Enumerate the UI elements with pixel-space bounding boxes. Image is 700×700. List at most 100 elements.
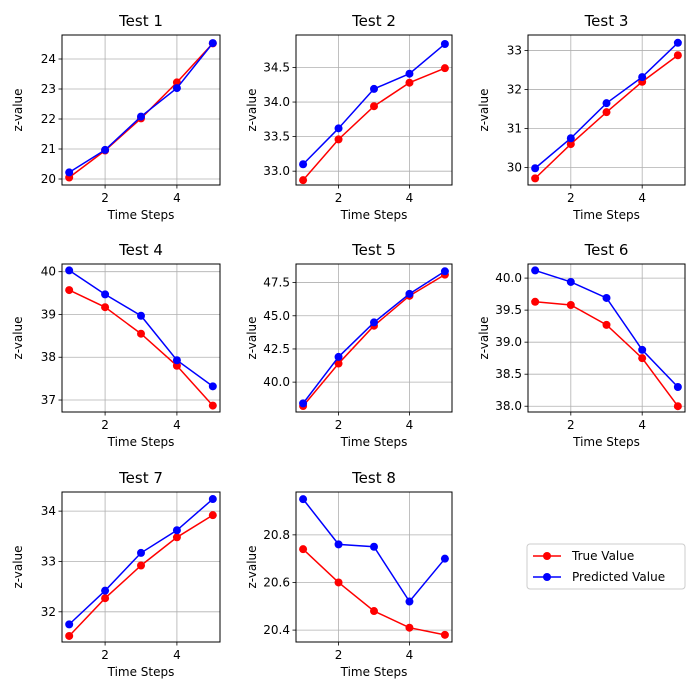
axes-frame xyxy=(295,263,453,413)
true-value-point xyxy=(602,320,611,329)
predicted-value-point xyxy=(101,586,110,595)
true-value-point xyxy=(101,594,110,603)
predicted-value-point xyxy=(299,160,308,169)
subplot-title: Test 2 xyxy=(351,12,396,30)
subplot-4: 2 4 37 38 39 40 Test 4 Time Steps z-value xyxy=(11,241,221,449)
x-tick-label: 4 xyxy=(406,648,414,662)
predicted-value-point xyxy=(638,345,647,354)
predicted-value-point xyxy=(299,399,308,408)
subplot-title: Test 4 xyxy=(118,241,163,259)
predicted-value-point xyxy=(65,266,74,275)
x-tick-label: 2 xyxy=(567,191,575,205)
axes-frame xyxy=(61,491,221,643)
y-tick-label: 39.0 xyxy=(495,335,522,349)
y-tick-label: 31 xyxy=(507,122,522,136)
predicted-value-line xyxy=(68,269,214,387)
true-value-line xyxy=(68,514,214,637)
x-axis-label: Time Steps xyxy=(340,208,408,222)
x-tick-label: 4 xyxy=(173,648,181,662)
subplot-8: 2 4 20.4 20.6 20.8 Test 8 Time Steps z-value xyxy=(245,469,453,679)
predicted-value-point xyxy=(370,318,378,327)
x-tick-label: 4 xyxy=(173,418,181,432)
x-tick-label: 2 xyxy=(335,418,343,432)
y-tick-label: 21 xyxy=(41,142,56,156)
y-axis-label: z-value xyxy=(245,88,259,131)
true-value-point xyxy=(334,578,343,587)
predicted-value-point xyxy=(370,84,378,93)
subplot-title: Test 1 xyxy=(118,12,163,30)
predicted-value-point xyxy=(208,495,217,504)
predicted-value-point xyxy=(208,39,217,48)
predicted-value-point xyxy=(137,311,145,320)
y-tick-label: 40.0 xyxy=(495,271,522,285)
subplot-title: Test 7 xyxy=(118,469,163,487)
predicted-value-point xyxy=(440,267,449,276)
x-tick-label: 2 xyxy=(567,418,575,432)
true-value-point xyxy=(172,533,181,542)
predicted-value-point xyxy=(531,266,540,275)
predicted-value-point xyxy=(673,38,682,47)
true-value-point xyxy=(208,401,217,410)
true-value-line xyxy=(302,548,446,636)
y-tick-label: 39.5 xyxy=(495,303,522,317)
y-tick-label: 20.4 xyxy=(263,623,290,637)
true-value-point xyxy=(370,607,378,616)
subplot-3: 2 4 30 31 32 33 Test 3 Time Steps z-value xyxy=(477,12,686,222)
y-tick-label: 34.0 xyxy=(263,95,290,109)
x-axis-label: Time Steps xyxy=(107,435,175,449)
axes-frame xyxy=(295,34,453,186)
subplot-title: Test 5 xyxy=(351,241,396,259)
predicted-value-point xyxy=(172,356,181,365)
legend: True Value Predicted Value xyxy=(526,543,686,590)
predicted-value-point xyxy=(440,39,449,48)
subplot-6: 2 4 38.0 38.5 39.0 39.5 40.0 Test 6 Time Steps z-… xyxy=(477,241,686,449)
true-value-point xyxy=(65,631,74,640)
x-tick-label: 2 xyxy=(335,648,343,662)
predicted-value-point xyxy=(137,112,145,121)
y-tick-label: 38.5 xyxy=(495,367,522,381)
true-value-point xyxy=(208,511,217,520)
y-tick-label: 24 xyxy=(41,52,56,66)
true-value-point xyxy=(405,78,414,87)
true-value-point xyxy=(299,545,308,554)
predicted-value-point xyxy=(334,124,343,133)
true-value-line xyxy=(68,289,214,407)
y-tick-label: 34 xyxy=(41,504,56,518)
y-tick-label: 33 xyxy=(507,44,522,58)
predicted-value-line xyxy=(302,270,446,404)
predicted-value-point xyxy=(172,84,181,93)
true-value-point xyxy=(334,135,343,144)
y-tick-label: 47.5 xyxy=(263,276,290,290)
x-axis-label: Time Steps xyxy=(572,208,640,222)
predicted-value-point xyxy=(440,554,449,563)
y-axis-label: z-value xyxy=(245,316,259,359)
true-value-point xyxy=(334,359,343,368)
true-value-line xyxy=(68,42,214,179)
x-tick-label: 2 xyxy=(335,191,343,205)
true-value-point xyxy=(673,51,682,60)
y-tick-label: 33.5 xyxy=(263,130,290,144)
axes-frame xyxy=(527,263,686,413)
true-value-point xyxy=(137,329,145,338)
predicted-value-point xyxy=(405,289,414,298)
x-tick-label: 4 xyxy=(406,418,414,432)
true-value-line xyxy=(534,54,679,179)
axes-frame xyxy=(527,34,686,186)
predicted-value-point xyxy=(334,540,343,549)
y-tick-label: 34.5 xyxy=(263,60,290,74)
true-value-point xyxy=(440,64,449,73)
predicted-value-point xyxy=(137,548,145,557)
legend-true-value-label: True Value xyxy=(571,549,634,563)
y-axis-label: z-value xyxy=(477,88,491,131)
true-value-point xyxy=(137,561,145,570)
predicted-value-point xyxy=(531,164,540,173)
true-value-point xyxy=(405,623,414,632)
true-value-point xyxy=(370,102,378,111)
x-axis-label: Time Steps xyxy=(340,665,408,679)
predicted-value-point xyxy=(101,145,110,154)
y-tick-label: 38 xyxy=(41,350,56,364)
true-value-point xyxy=(299,176,308,185)
x-tick-label: 2 xyxy=(101,648,109,662)
predicted-value-point xyxy=(638,73,647,82)
